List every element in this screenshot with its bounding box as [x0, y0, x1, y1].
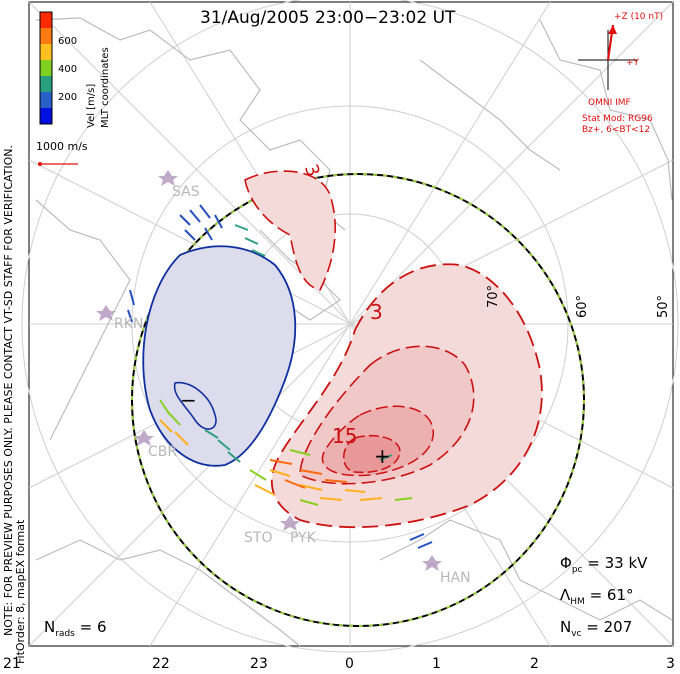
nrads-symbol: N	[44, 618, 56, 636]
nvc-subscript: vc	[571, 629, 582, 639]
mlt-label-21: 21	[3, 656, 21, 672]
latitude-grid	[21, 0, 679, 653]
mlt-label-0: 0	[345, 656, 354, 672]
color-bar-segment	[40, 28, 52, 45]
mlt-label-1: 1	[432, 656, 441, 672]
negative-inner-contour	[173, 381, 217, 430]
station-markers	[96, 170, 442, 571]
nvc-symbol: N	[560, 618, 572, 636]
phi-symbol: Φ	[560, 554, 572, 572]
nvc-value: = 207	[586, 618, 633, 636]
potential-minimum-marker: −	[180, 388, 197, 412]
vector-count: Nvc = 207	[560, 618, 632, 639]
model-line-2: Bz+, 6<BT<12	[582, 125, 651, 135]
station-label-sas: SAS	[172, 184, 200, 200]
nrads-subscript: rads	[55, 629, 75, 639]
color-tick-600: 600	[58, 36, 78, 47]
fit-order-note: FitOrder: 8, mapEX format	[14, 519, 27, 664]
color-bar-segment	[40, 76, 52, 93]
color-bar-segment	[40, 60, 52, 77]
coastlines	[35, 17, 673, 647]
mlt-label-23: 23	[250, 656, 268, 672]
positive-contour-core	[343, 434, 401, 474]
imf-y-label: +Y	[626, 58, 640, 68]
phi-value: = 33 kV	[587, 554, 648, 572]
color-bar-frame	[39, 11, 53, 125]
positive-cell-upper	[244, 170, 336, 291]
imf-dial	[578, 24, 638, 90]
color-bar-segment	[40, 92, 52, 109]
color-tick-400: 400	[58, 64, 78, 75]
lambda-value: = 61°	[589, 586, 634, 604]
model-line-1: Stat Mod: RG96	[582, 114, 653, 124]
station-label-cbr: CBR	[148, 444, 178, 460]
mlt-label-3: 3	[666, 656, 675, 672]
map-title: 31/Aug/2005 23:00−23:02 UT	[200, 8, 456, 28]
station-label-sto: STO	[244, 530, 273, 546]
negative-potential-cell	[142, 245, 297, 467]
color-tick-200: 200	[58, 92, 78, 103]
velocity-vectors	[127, 204, 433, 549]
mlt-label-2: 2	[530, 656, 539, 672]
coordinate-system-label: MLT coordinates	[100, 47, 111, 128]
lambda-symbol: Λ	[560, 586, 571, 604]
color-bar-segment	[40, 44, 52, 61]
velocity-color-bar	[40, 12, 52, 125]
contour-label-3-main: 3	[370, 300, 383, 324]
imf-source: OMNI IMF	[588, 98, 631, 108]
lambda-subscript: HM	[570, 597, 585, 607]
cross-polar-potential: Φpc = 33 kV	[560, 554, 647, 575]
hm-latitude: ΛHM = 61°	[560, 586, 634, 607]
reference-vector-label: 1000 m/s	[36, 140, 88, 153]
station-label-pyk: PYK	[290, 530, 316, 546]
contour-label-15: 15	[332, 424, 358, 448]
imf-arrow-head-icon	[608, 25, 617, 34]
hm-boundary-vectors	[131, 173, 585, 627]
lat-label-60: 60°	[575, 294, 590, 318]
color-bar-segment	[40, 108, 52, 125]
reference-vector	[38, 162, 78, 166]
station-label-han: HAN	[440, 570, 471, 586]
potential-maximum-marker: +	[374, 444, 391, 468]
phi-subscript: pc	[571, 565, 583, 575]
mlt-label-22: 22	[152, 656, 170, 672]
color-bar-segment	[40, 12, 52, 29]
nrads-value: = 6	[79, 618, 107, 636]
station-label-rkn: RKN	[114, 316, 144, 332]
radar-count: Nrads = 6	[44, 618, 107, 639]
velocity-label: Vel [m/s]	[86, 83, 97, 128]
imf-z-label: +Z (10 nT)	[614, 12, 664, 22]
lat-label-50: 50°	[656, 294, 671, 318]
lat-label-70: 70°	[486, 284, 501, 308]
